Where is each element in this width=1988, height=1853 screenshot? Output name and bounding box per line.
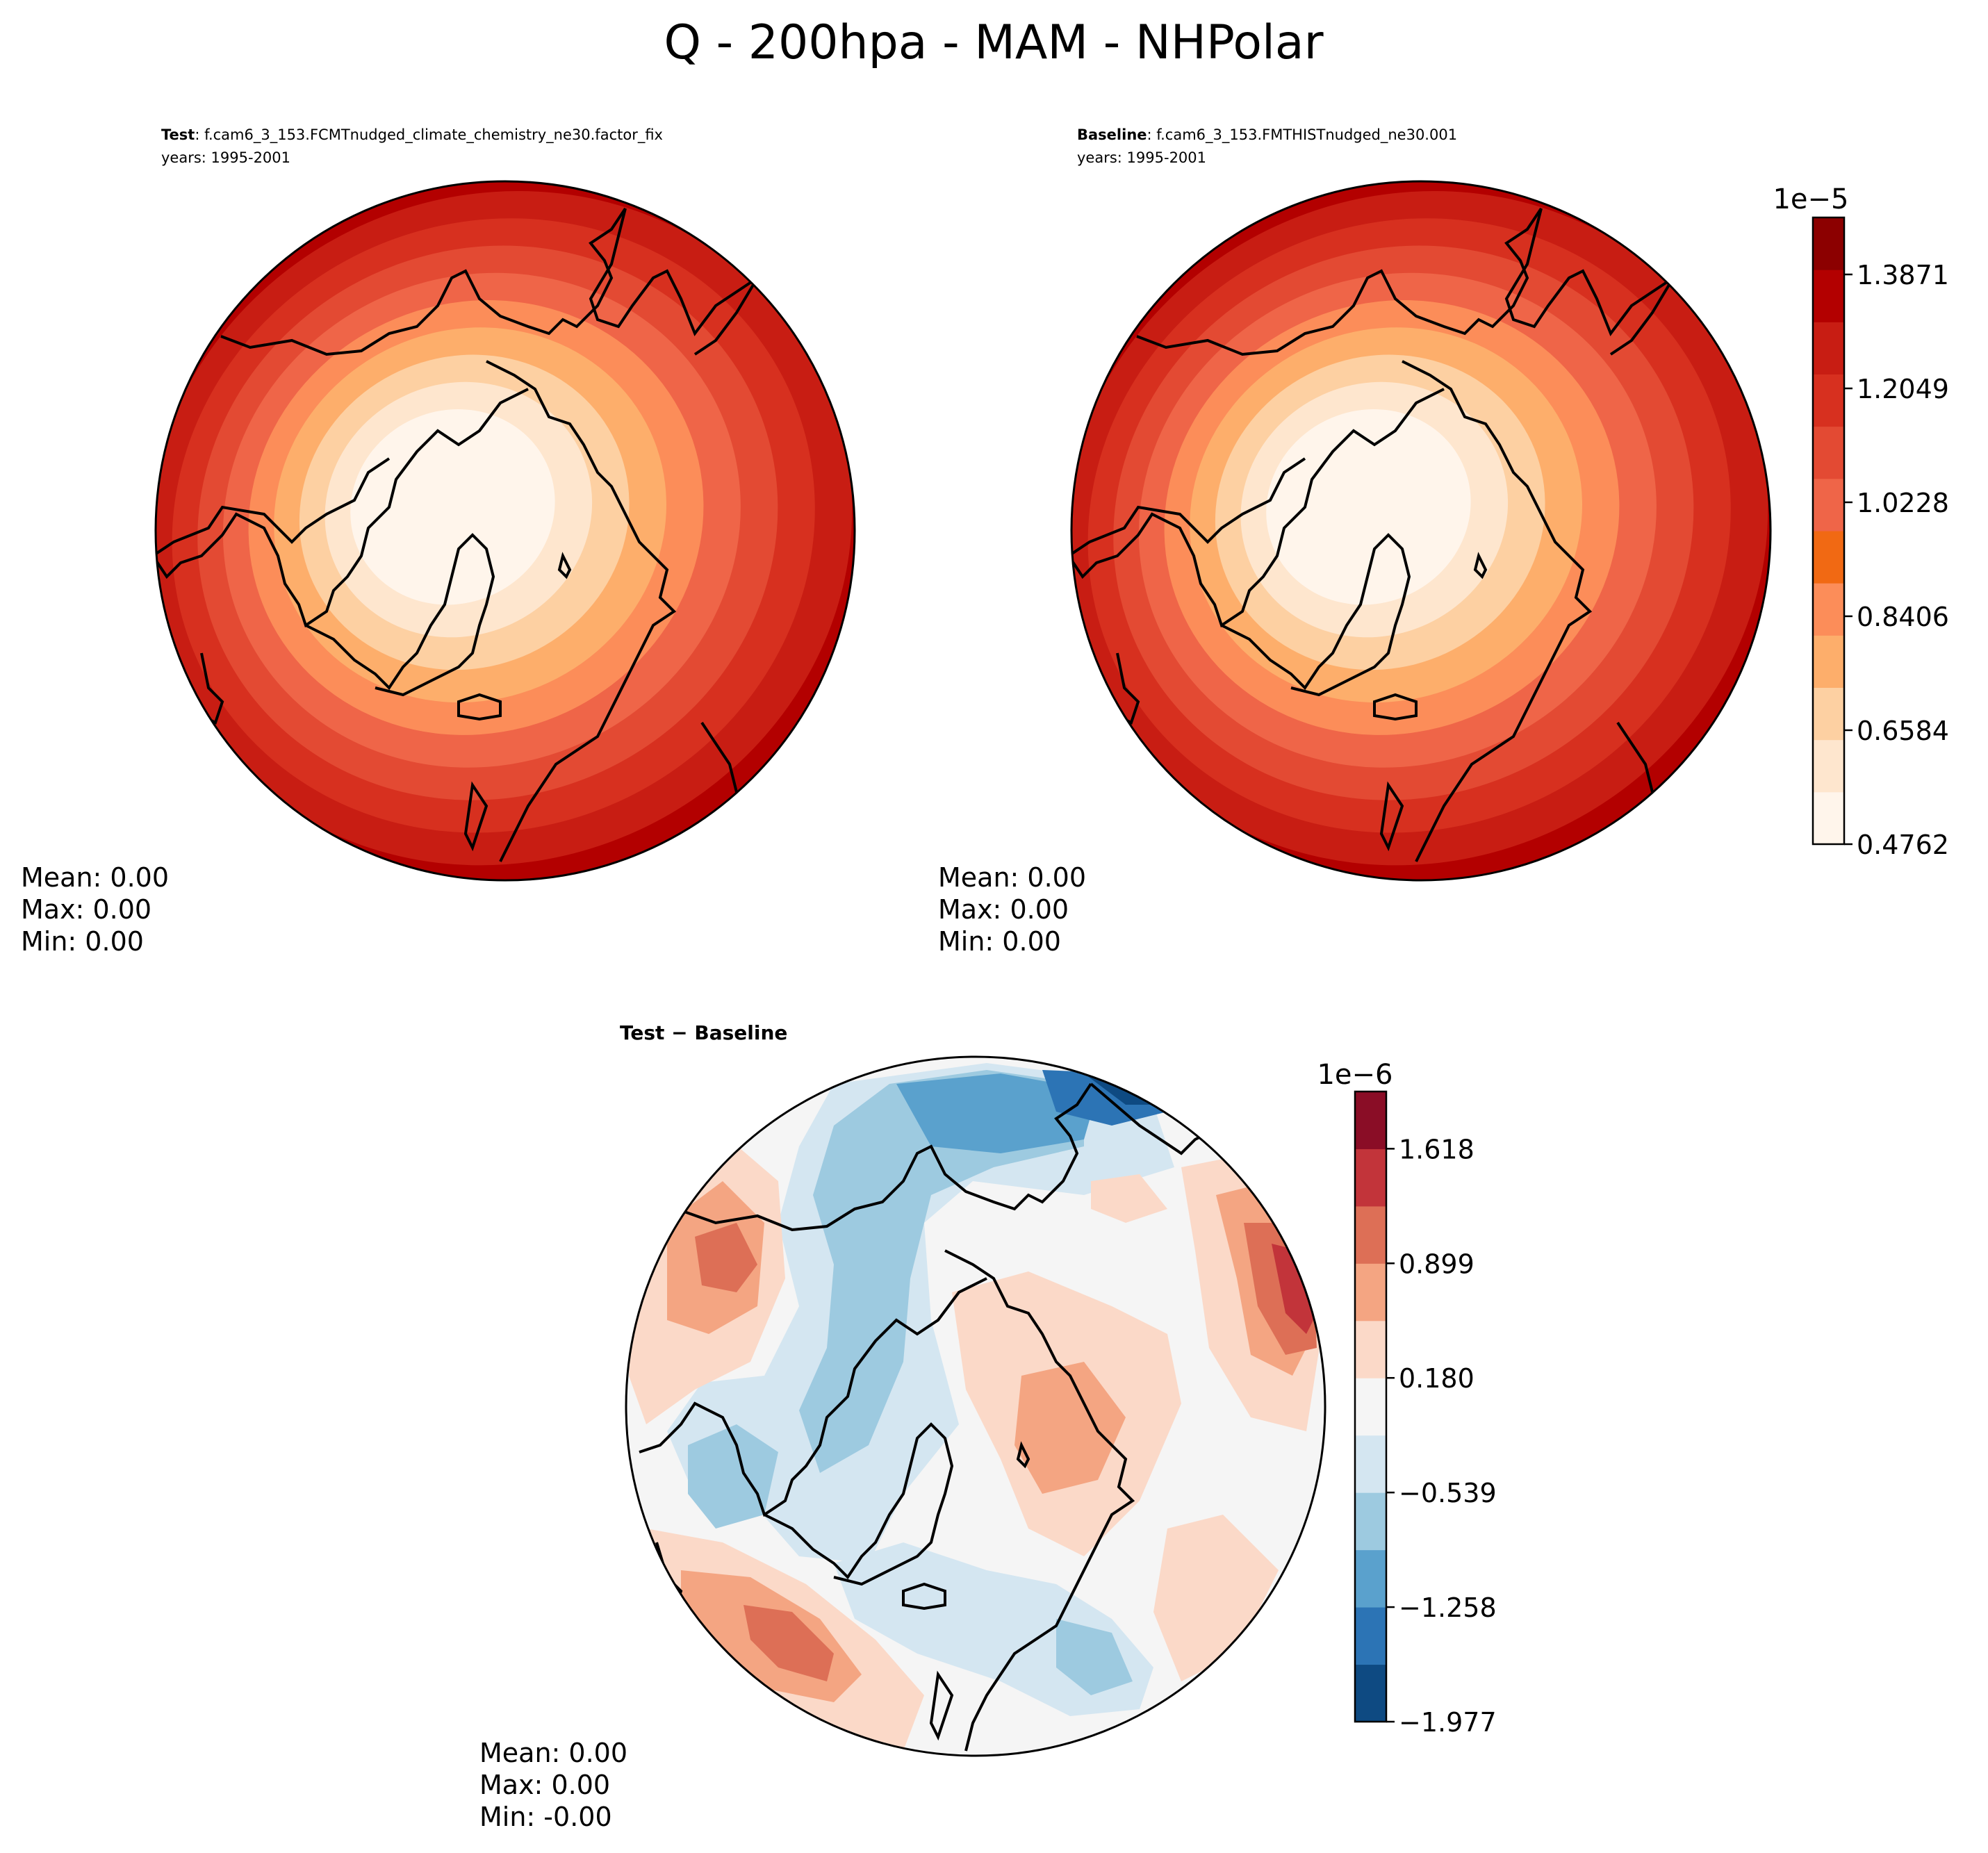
colorbar-diff-tick-label-0: −1.977 <box>1399 1707 1497 1738</box>
panel-baseline-label-bold: Baseline <box>1077 126 1147 143</box>
colorbar-abs-segment-1 <box>1813 739 1844 793</box>
colorbar-abs-segments <box>1813 217 1844 845</box>
panel-baseline: Baseline: f.cam6_3_153.FMTHISTnudged_ne3… <box>938 126 1772 957</box>
panel-diff-mean: Mean: 0.00 <box>479 1738 627 1768</box>
panel-test-label-bold: Test <box>161 126 195 143</box>
colorbar-abs-segment-11 <box>1813 217 1844 270</box>
panel-baseline-min: Min: 0.00 <box>938 926 1061 957</box>
colorbar-diff-tick-label-4: 0.899 <box>1399 1249 1474 1279</box>
map-test-boundary <box>154 180 856 882</box>
colorbar-diff-segment-8 <box>1355 1205 1386 1264</box>
colorbar-diff-segment-7 <box>1355 1263 1386 1321</box>
diff-pos-region-13 <box>1153 1515 1279 1681</box>
colorbar-diff-segment-2 <box>1355 1549 1386 1608</box>
map-baseline <box>1071 181 1771 880</box>
colorbar-abs-segment-9 <box>1813 322 1844 374</box>
panel-baseline-label: Baseline: f.cam6_3_153.FMTHISTnudged_ne3… <box>1077 126 1457 144</box>
colorbar-diff-frame <box>1354 1090 1388 1723</box>
map-diff-boundary <box>625 1055 1326 1757</box>
panel-test-mean: Mean: 0.00 <box>21 862 169 893</box>
colorbar-abs-ticks: 0.4762 0.6584 0.8406 1.0228 1.2049 1.3871 <box>1844 260 1949 860</box>
panel-baseline-years: years: 1995-2001 <box>1077 149 1206 166</box>
panel-test-years: years: 1995-2001 <box>161 149 290 166</box>
field-baseline <box>1071 181 1771 880</box>
colorbar-diff-segment-6 <box>1355 1320 1386 1378</box>
map-test <box>156 181 855 880</box>
map-diff <box>626 1057 1325 1756</box>
colorbar-diff-tick-label-2: −0.539 <box>1399 1478 1497 1508</box>
diff-neg-region-8 <box>688 1424 778 1529</box>
diff-pos-region-12 <box>744 1605 834 1681</box>
diff-neg-region-3 <box>896 1073 1098 1153</box>
colorbar-abs-tick-label-4: 1.2049 <box>1857 374 1949 404</box>
panel-diff: Test − Baseline <box>479 1021 1326 1832</box>
colorbar-abs-tick-label-5: 1.3871 <box>1857 260 1949 290</box>
panel-baseline-label-rest: : f.cam6_3_153.FMTHISTnudged_ne30.001 <box>1147 126 1458 144</box>
colorbar-abs-tick-label-2: 0.8406 <box>1857 602 1949 632</box>
panel-baseline-max: Max: 0.00 <box>938 894 1069 925</box>
panel-test-label: Test: f.cam6_3_153.FCMTnudged_climate_ch… <box>161 126 663 144</box>
colorbar-abs-frame <box>1812 216 1846 846</box>
coastlines-baseline <box>1071 207 1675 862</box>
colorbar-abs-segment-4 <box>1813 583 1844 636</box>
diff-pos-region-3 <box>695 1223 757 1292</box>
colorbar-diff-segment-5 <box>1355 1378 1386 1436</box>
map-baseline-boundary <box>1070 180 1772 882</box>
diff-neg-region-7 <box>1056 1619 1133 1695</box>
colorbar-abs-exponent: 1e−5 <box>1773 183 1848 215</box>
colorbar-abs-segment-7 <box>1813 426 1844 479</box>
colorbar-diff-segment-0 <box>1355 1664 1386 1722</box>
diff-anomalies <box>629 1063 1324 1751</box>
colorbar-abs-segment-6 <box>1813 478 1844 532</box>
colorbar-diff-segment-9 <box>1355 1148 1386 1207</box>
colorbar-diff-segment-4 <box>1355 1435 1386 1493</box>
coastlines-test <box>156 207 759 862</box>
colorbar-diff-exponent: 1e−6 <box>1317 1059 1393 1091</box>
panel-test: Test: f.cam6_3_153.FCMTnudged_climate_ch… <box>21 126 856 957</box>
panel-test-min: Min: 0.00 <box>21 926 144 957</box>
colorbar-diff-ticks: −1.977 −1.258 −0.539 0.180 0.899 1.618 <box>1386 1134 1497 1738</box>
panel-diff-max: Max: 0.00 <box>479 1770 610 1800</box>
colorbar-abs-tick-label-1: 0.6584 <box>1857 716 1949 746</box>
colorbar-diff-tick-label-5: 1.618 <box>1399 1134 1474 1164</box>
colorbar-abs-segment-0 <box>1813 791 1844 845</box>
panel-diff-label: Test − Baseline <box>620 1021 787 1044</box>
panel-diff-min: Min: -0.00 <box>479 1802 612 1832</box>
figure-title: Q - 200hpa - MAM - NHPolar <box>664 15 1323 70</box>
colorbar-diff-segment-1 <box>1355 1607 1386 1665</box>
panel-baseline-mean: Mean: 0.00 <box>938 862 1086 893</box>
panel-test-max: Max: 0.00 <box>21 894 151 925</box>
field-test <box>156 181 855 880</box>
field-baseline-band-9 <box>1266 409 1471 605</box>
colorbar-diff: 1e−6 −1.977 −1.258 −0.539 0.180 0.899 1.618 <box>1317 1059 1496 1738</box>
panel-test-label-rest: : f.cam6_3_153.FCMTnudged_climate_chemis… <box>195 126 663 144</box>
field-test-band-9 <box>350 409 555 605</box>
colorbar-diff-tick-label-1: −1.258 <box>1399 1592 1497 1623</box>
colorbar-abs-segment-8 <box>1813 374 1844 427</box>
diff-pos-region-14 <box>1091 1174 1167 1223</box>
colorbar-diff-segment-10 <box>1355 1092 1386 1149</box>
colorbar-abs-tick-label-3: 1.0228 <box>1857 488 1949 518</box>
colorbar-abs-segment-2 <box>1813 687 1844 741</box>
colorbar-diff-segments <box>1355 1092 1386 1722</box>
colorbar-abs-segment-5 <box>1813 531 1844 584</box>
diff-pos-region-9 <box>1272 1244 1320 1334</box>
colorbar-diff-tick-label-3: 0.180 <box>1399 1363 1474 1394</box>
diff-neg-region-1 <box>667 1063 1174 1563</box>
colorbar-abs: 1e−5 0.4762 0.6584 0.8406 1.0228 1.2049 1.387… <box>1773 183 1948 860</box>
diff-neg-region-2 <box>799 1070 1084 1473</box>
colorbar-diff-segment-3 <box>1355 1492 1386 1551</box>
colorbar-abs-segment-3 <box>1813 635 1844 688</box>
diff-pos-region-5 <box>1014 1362 1126 1494</box>
colorbar-abs-segment-10 <box>1813 270 1844 322</box>
colorbar-abs-tick-label-0: 0.4762 <box>1857 830 1949 860</box>
